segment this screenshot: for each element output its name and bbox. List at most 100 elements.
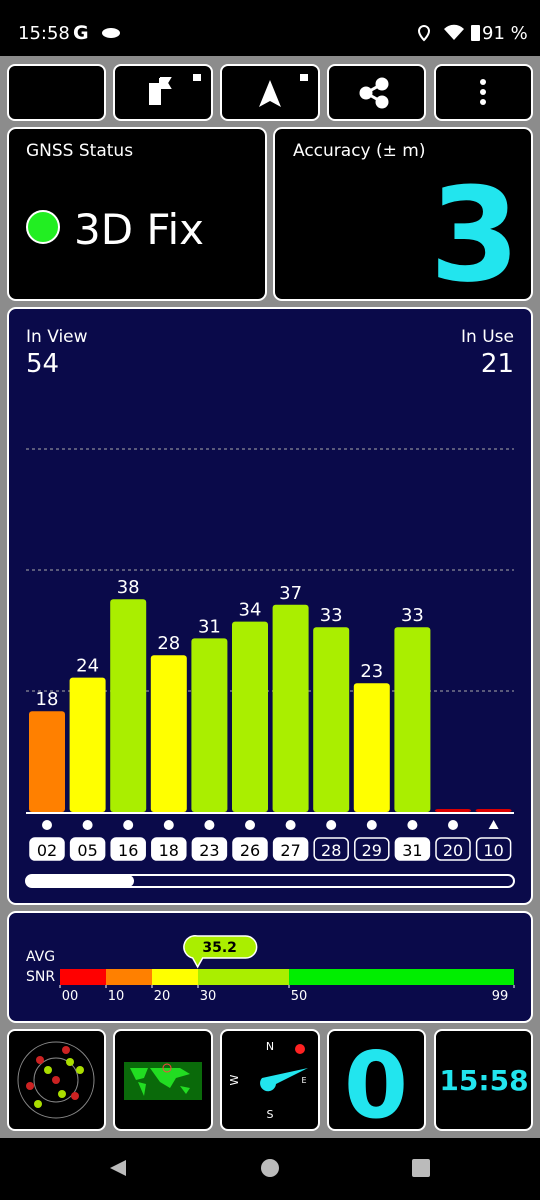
satellite-id: 28 xyxy=(321,841,341,860)
avg-pointer xyxy=(183,934,258,969)
recents-button[interactable] xyxy=(412,1159,430,1177)
satellite-id: 23 xyxy=(199,841,219,860)
bar-label: 38 xyxy=(117,577,140,598)
snr-bar xyxy=(435,809,471,812)
night-button[interactable] xyxy=(7,64,106,121)
satellite-id: 20 xyxy=(443,841,463,860)
satellite-id: 16 xyxy=(118,841,138,860)
snr-tick-label: 30 xyxy=(200,989,217,1004)
waypoint-button[interactable] xyxy=(113,64,213,121)
compass-s: S xyxy=(267,1108,274,1121)
snr-bar xyxy=(150,655,187,812)
signal-marker xyxy=(366,820,377,830)
snr-bar xyxy=(29,711,65,812)
in-use-label: In Use xyxy=(461,327,514,347)
location-icon xyxy=(417,24,431,42)
bar-label: 28 xyxy=(157,633,180,654)
id-box xyxy=(110,837,146,861)
satellite-id: 18 xyxy=(159,841,179,860)
signal-marker xyxy=(123,820,134,830)
satellite-id: 02 xyxy=(37,841,57,860)
snr-segment xyxy=(289,969,514,985)
id-box xyxy=(29,837,65,861)
fix-status: 3D Fix xyxy=(74,205,204,254)
signal-marker xyxy=(407,820,418,830)
id-box xyxy=(475,837,512,861)
id-box xyxy=(435,837,471,861)
signal-marker xyxy=(163,820,174,830)
person-flag-icon xyxy=(149,77,172,105)
id-box xyxy=(394,837,431,861)
snr-bar xyxy=(394,627,431,812)
tiles: N E S W 0 15:58 xyxy=(7,1029,533,1139)
satellite-id: 26 xyxy=(240,841,260,860)
snr-bar xyxy=(353,683,390,812)
back-button[interactable] xyxy=(110,1160,126,1176)
snr-tick-label: 99 xyxy=(492,989,509,1004)
wifi-icon xyxy=(444,24,464,40)
satellite-id: 29 xyxy=(362,841,382,860)
clock-tile[interactable] xyxy=(434,1029,533,1131)
id-box xyxy=(69,837,106,861)
in-view-value: 54 xyxy=(26,349,59,379)
compass-n: N xyxy=(266,1040,274,1053)
bar-label: 31 xyxy=(198,616,221,637)
scrollbar-thumb[interactable] xyxy=(26,875,134,887)
share-icon xyxy=(359,77,389,109)
share-button[interactable] xyxy=(327,64,426,121)
used-tile[interactable] xyxy=(327,1029,426,1131)
accuracy-card xyxy=(273,127,533,301)
cloud-icon xyxy=(102,28,120,38)
fix-indicator xyxy=(26,210,60,244)
satellite-id: 05 xyxy=(77,841,97,860)
sun-marker xyxy=(295,1044,305,1054)
status-time: 15:58 xyxy=(18,23,70,44)
signal-marker xyxy=(285,820,296,830)
snr-bar xyxy=(110,599,147,812)
id-box xyxy=(313,837,349,861)
snr-panel xyxy=(7,911,533,1023)
snr-segment xyxy=(106,969,152,985)
snr-bar xyxy=(475,809,512,812)
snr-tick-label: 50 xyxy=(291,989,308,1004)
snr-bar xyxy=(69,677,106,812)
home-button[interactable] xyxy=(261,1159,279,1177)
sky-dots xyxy=(26,1046,79,1100)
used-count: 0 xyxy=(344,1032,408,1139)
battery-icon xyxy=(471,25,480,41)
satellite-id: 27 xyxy=(280,841,300,860)
sky-dots xyxy=(34,1058,84,1108)
signal-marker xyxy=(448,820,458,830)
in-use-value: 21 xyxy=(481,349,514,379)
menu-icon xyxy=(480,79,486,105)
bar-label: 33 xyxy=(401,605,424,626)
satellite-id: 31 xyxy=(402,841,422,860)
bar-label: 24 xyxy=(76,656,99,677)
satellite-panel xyxy=(7,307,533,905)
snr-bar xyxy=(272,604,309,812)
gnss-status-card xyxy=(7,127,267,301)
id-box xyxy=(272,837,309,861)
signal-marker xyxy=(245,820,255,830)
satellite-id: 10 xyxy=(483,841,503,860)
snr-segment xyxy=(152,969,198,985)
bar-label: 23 xyxy=(360,661,383,682)
id-box xyxy=(151,837,187,861)
continents xyxy=(130,1068,190,1096)
status-battery: 91 % xyxy=(482,23,528,44)
sky-plot xyxy=(17,1041,95,1119)
status-carrier: G xyxy=(73,22,89,44)
snr-bar xyxy=(191,638,228,812)
compass-w: W xyxy=(228,1074,241,1085)
lock-icon xyxy=(300,74,308,81)
snr-tick-label: 00 xyxy=(62,989,79,1004)
bar-label: 33 xyxy=(320,605,343,626)
avg-value: 35.2 xyxy=(202,940,237,956)
id-box xyxy=(354,837,390,861)
signal-marker xyxy=(82,820,93,830)
accuracy-value: 3 xyxy=(430,159,520,311)
compass-e: E xyxy=(301,1076,306,1085)
toolbar xyxy=(7,64,533,121)
